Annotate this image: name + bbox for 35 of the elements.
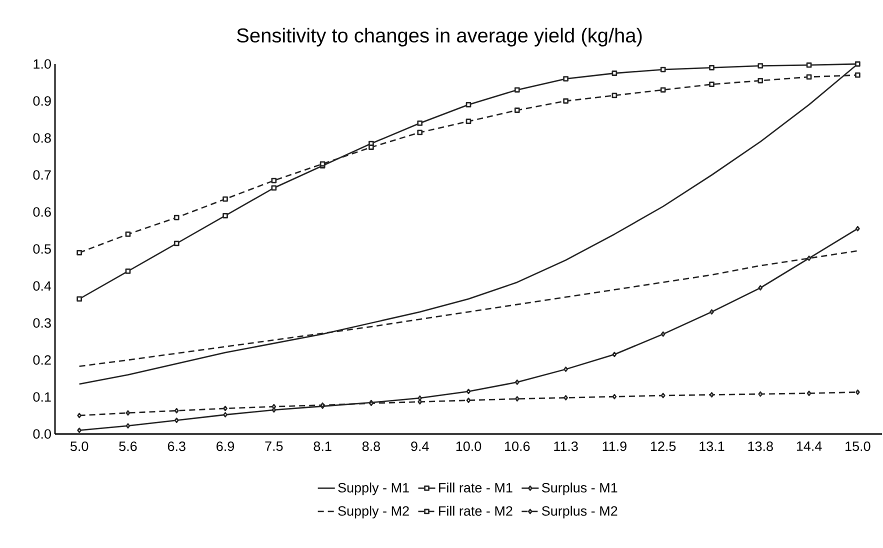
x-tick-label: 6.9 — [216, 442, 234, 452]
x-tick-label: 10.6 — [505, 442, 530, 452]
x-tick-label: 13.8 — [748, 442, 773, 452]
y-tick-label: 0.2 — [33, 355, 51, 365]
x-tick-label: 9.4 — [411, 442, 429, 452]
legend-label: Surplus - M1 — [542, 482, 618, 496]
x-tick-label: 15.0 — [846, 442, 870, 452]
y-tick-label: 0.3 — [33, 318, 51, 328]
y-tick-label: 0.9 — [33, 96, 51, 106]
legend-label: Fill rate - M1 — [439, 482, 512, 492]
y-tick-label: 0.6 — [33, 207, 51, 217]
x-tick-label: 6.3 — [168, 442, 186, 452]
legend-label: Surplus - M2 — [542, 506, 618, 518]
x-tick-label: 11.9 — [602, 442, 626, 452]
y-tick-label: 1.0 — [34, 59, 51, 69]
y-tick-label: 0.4 — [33, 281, 52, 291]
y-tick-label: 0.8 — [33, 133, 51, 143]
x-tick-label: 12.5 — [650, 442, 676, 452]
x-tick-label: 14.4 — [796, 442, 822, 451]
x-tick-label: 10.0 — [456, 442, 482, 452]
x-tick-label: 5.6 — [119, 442, 137, 452]
legend-label: Supply - M2 — [338, 506, 409, 518]
x-tick-label: 8.1 — [314, 442, 332, 452]
x-tick-label: 7.5 — [265, 442, 283, 451]
chart-title: Sensitivity to changes in average yield (kg/ha) — [237, 28, 642, 47]
y-tick-label: 0.7 — [33, 170, 51, 180]
y-tick-label: 0.5 — [33, 244, 51, 254]
legend-label: Supply - M1 — [338, 482, 409, 496]
legend-label: Fill rate - M2 — [439, 506, 512, 516]
y-tick-label: 0.0 — [33, 429, 51, 439]
x-tick-label: 5.0 — [70, 442, 88, 452]
x-tick-label: 8.8 — [362, 442, 380, 452]
x-tick-label: 13.1 — [700, 442, 724, 452]
y-tick-label: 0.1 — [33, 392, 51, 402]
x-tick-label: 11.3 — [554, 442, 578, 452]
